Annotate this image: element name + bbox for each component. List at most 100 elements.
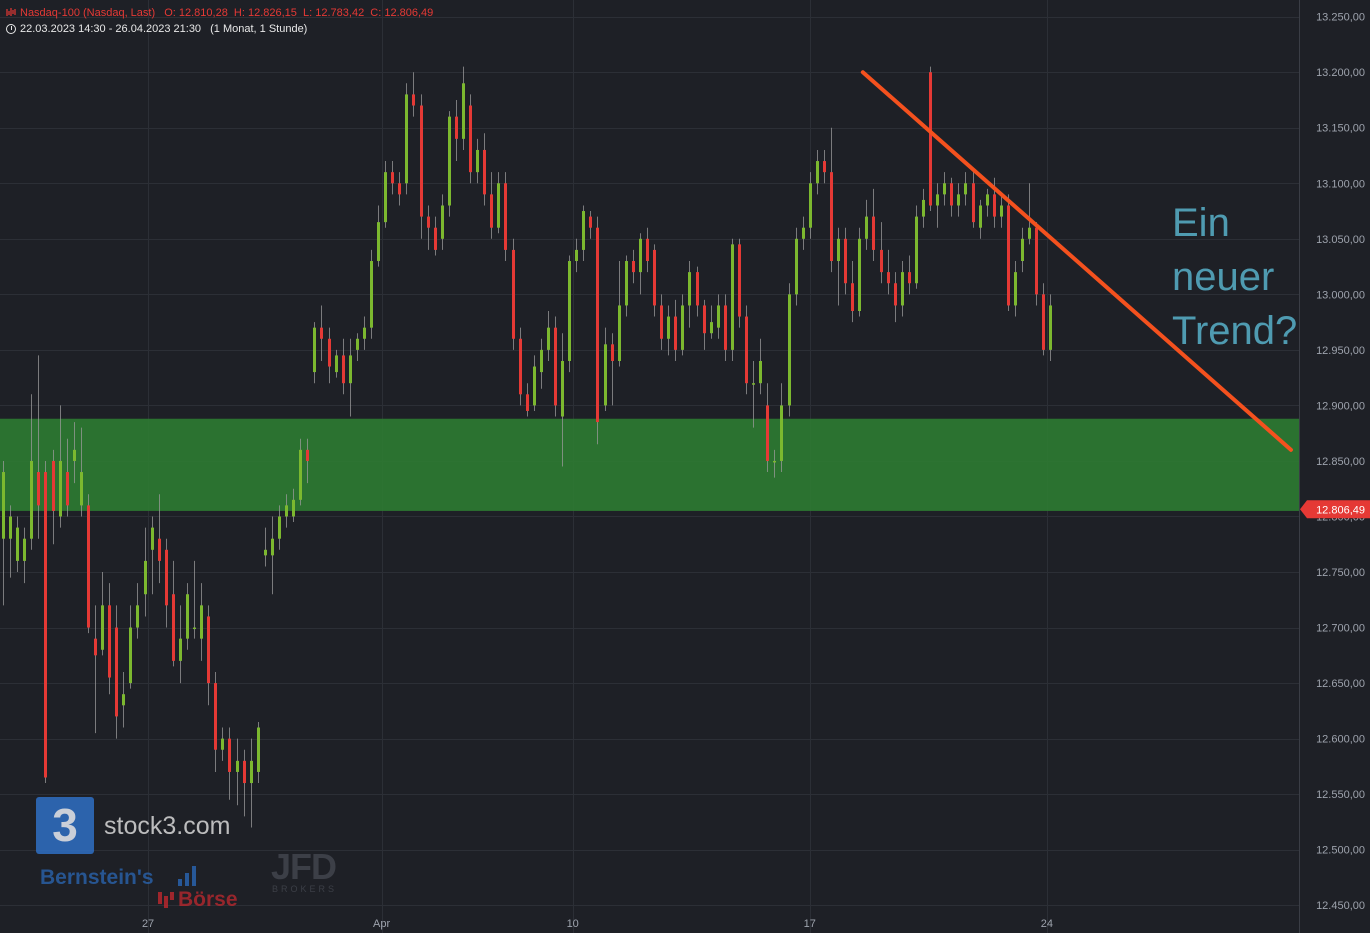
candle-body-down — [512, 249, 515, 339]
candle-body-down — [703, 305, 706, 334]
candle-body-up — [200, 605, 203, 639]
candle-body-down — [455, 116, 458, 139]
candle-body-down — [894, 283, 897, 306]
candle-body-down — [434, 227, 437, 250]
candle-body-down — [1007, 205, 1010, 306]
candle-body-up — [73, 449, 76, 461]
interval-label: (1 Monat, 1 Stunde) — [210, 23, 308, 35]
support-zone — [0, 418, 1299, 511]
candle-body-up — [986, 194, 989, 206]
trendline — [860, 70, 1293, 452]
price-tick-label: 13.150,00 — [1316, 123, 1365, 135]
clock-icon — [6, 24, 16, 34]
time-tick-label: 24 — [1041, 918, 1053, 930]
instrument-name: Nasdaq-100 (Nasdaq, Last) — [20, 7, 156, 19]
time-axis[interactable]: 27 Apr 10 17 24 — [142, 918, 1053, 930]
price-tick-label: 13.050,00 — [1316, 234, 1365, 246]
candle-body-up — [858, 238, 861, 311]
candles-layer — [2, 66, 1052, 828]
candle-body-up — [257, 727, 260, 772]
candle-body-down — [115, 627, 118, 717]
candle-body-down — [427, 216, 430, 228]
candle-body-up — [759, 360, 762, 384]
candle-body-up — [377, 222, 380, 262]
time-tick-label: 27 — [142, 918, 154, 930]
candle-body-down — [165, 549, 168, 606]
candle-body-up — [837, 238, 840, 262]
candle-body-down — [172, 594, 175, 661]
candle-body-up — [384, 172, 387, 223]
candle-body-up — [802, 227, 805, 239]
candle-body-up — [1049, 305, 1052, 350]
candle-body-up — [271, 538, 274, 556]
stock3-logo-icon: 3 — [36, 797, 94, 854]
candle-body-down — [37, 472, 40, 506]
candle-body-up — [221, 738, 224, 750]
trend-annotation: Ein neuer Trend? — [1172, 196, 1297, 358]
candle-body-up — [901, 272, 904, 306]
candle-body-down — [483, 149, 486, 195]
candle-body-up — [625, 261, 628, 306]
price-tick-label: 12.600,00 — [1316, 734, 1365, 746]
last-price-label: 12.806,49 — [1316, 504, 1365, 516]
candle-body-up — [582, 211, 585, 250]
candle-body-up — [773, 460, 776, 463]
candle-body-up — [964, 183, 967, 195]
candle-body-up — [59, 460, 62, 517]
price-tick-label: 12.550,00 — [1316, 789, 1365, 801]
boerse-logo-text: Börse — [178, 888, 238, 911]
candle-body-up — [80, 472, 83, 506]
candle-body-up — [533, 366, 536, 406]
candle-body-up — [313, 327, 316, 373]
price-tick-label: 12.650,00 — [1316, 678, 1365, 690]
candle-body-down — [214, 683, 217, 750]
candle-body-down — [66, 472, 69, 506]
candle-body-down — [243, 760, 246, 784]
candle-body-up — [788, 294, 791, 406]
price-tick-label: 12.900,00 — [1316, 400, 1365, 412]
bernsteins-logo-text: Bernstein's — [40, 866, 154, 889]
candle-body-down — [830, 172, 833, 262]
support-zone-layer — [0, 418, 1299, 511]
candle-body-down — [469, 105, 472, 173]
candle-body-down — [420, 105, 423, 217]
jfd-logo-subtitle: BROKERS — [272, 884, 338, 894]
price-tick-label: 12.750,00 — [1316, 567, 1365, 579]
candle-body-up — [1028, 227, 1031, 239]
candle-body-up — [688, 272, 691, 306]
candle-body-down — [632, 261, 635, 273]
price-tick-label: 12.500,00 — [1316, 845, 1365, 857]
candle-body-up — [462, 83, 465, 139]
candle-body-down — [880, 249, 883, 273]
candle-body-up — [250, 760, 253, 784]
candle-body-down — [844, 238, 847, 284]
candle-body-down — [52, 460, 55, 511]
candle-body-up — [752, 383, 755, 385]
candle-body-up — [2, 472, 5, 539]
candle-body-down — [646, 238, 649, 262]
candle-body-up — [561, 360, 564, 417]
candle-body-down — [398, 183, 401, 195]
stock3-logo-text: stock3.com — [104, 812, 231, 840]
price-tick-label: 13.000,00 — [1316, 289, 1365, 301]
time-tick-label: Apr — [373, 918, 390, 930]
boerse-mark-icon — [158, 892, 174, 908]
candle-body-down — [823, 161, 826, 173]
candle-body-up — [957, 194, 960, 206]
annotation-line-2: neuer — [1172, 255, 1275, 299]
candle-body-up — [604, 344, 607, 406]
candle-body-down — [696, 272, 699, 306]
candle-body-down — [929, 72, 932, 206]
trendline-layer — [860, 70, 1293, 452]
candle-body-up — [179, 638, 182, 661]
candle-body-down — [519, 338, 522, 395]
price-axis[interactable]: 12.450,00 12.500,00 12.550,00 12.600,00 12.6… — [1316, 12, 1365, 913]
candle-body-down — [674, 316, 677, 350]
candle-body-down — [724, 305, 727, 350]
price-tick-label: 12.700,00 — [1316, 623, 1365, 635]
candle-body-up — [144, 560, 147, 595]
candle-body-up — [568, 261, 571, 361]
candle-body-up — [1014, 272, 1017, 306]
candle-body-down — [158, 538, 161, 561]
